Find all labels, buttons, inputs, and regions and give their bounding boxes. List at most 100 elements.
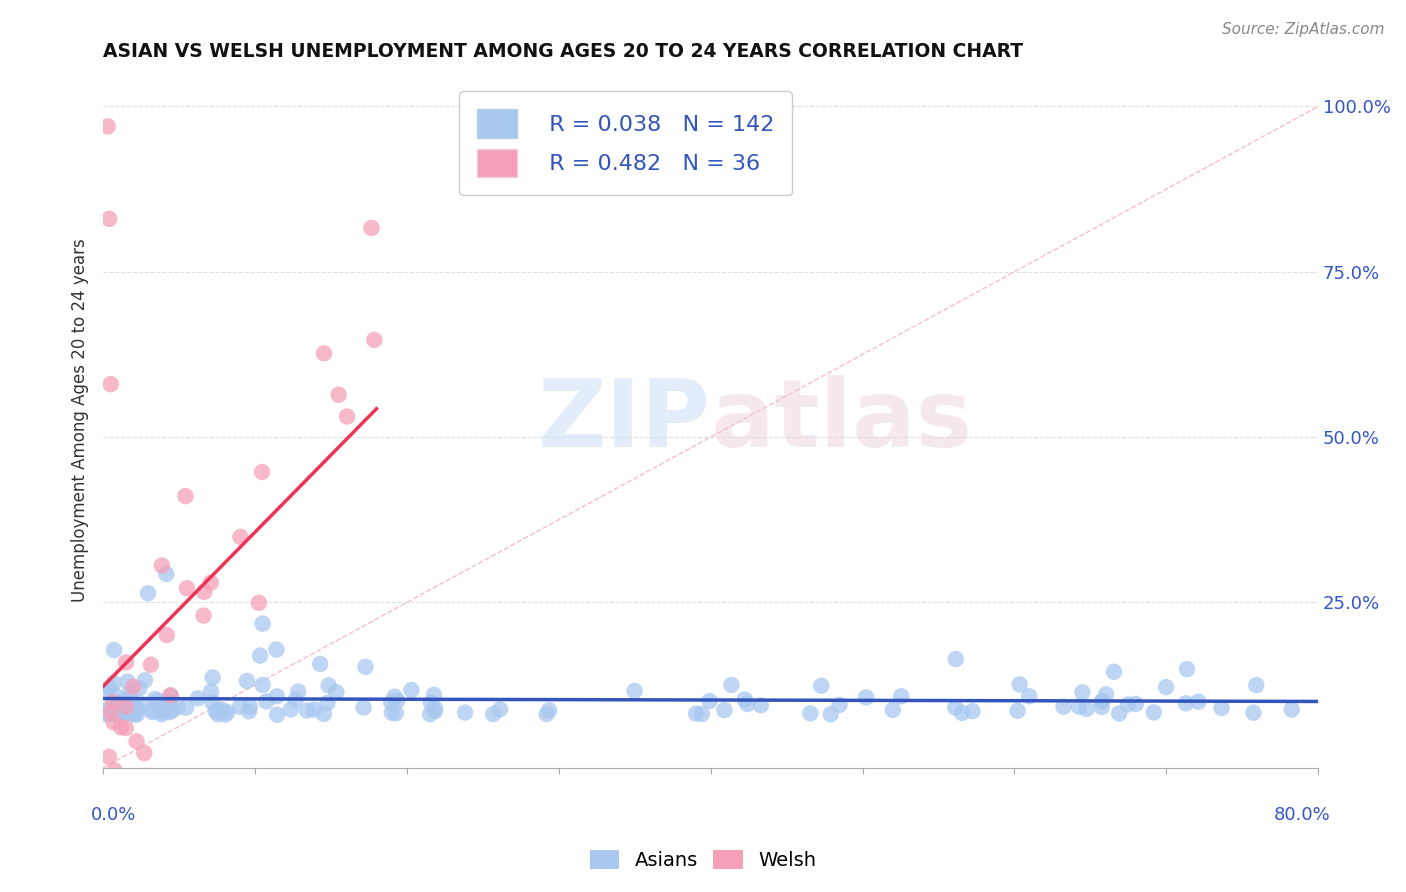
Point [103,676,125,690]
Point [423,704,446,718]
Point [1091,694,1114,708]
Point [159,705,181,719]
Point [207,707,229,722]
Text: ZIP: ZIP [537,375,710,467]
Point [1211,701,1233,715]
Point [214,707,236,722]
Point [734,692,756,706]
Point [1071,685,1094,699]
Point [336,409,359,424]
Point [187,691,209,706]
Point [1116,698,1139,712]
Point [1241,706,1264,720]
Point [1052,699,1074,714]
Text: ASIAN VS WELSH UNEMPLOYMENT AMONG AGES 20 TO 24 YEARS CORRELATION CHART: ASIAN VS WELSH UNEMPLOYMENT AMONG AGES 2… [103,42,1024,61]
Point [685,706,707,721]
Point [749,698,772,713]
Point [280,702,302,716]
Point [316,696,339,710]
Point [312,706,335,721]
Point [104,688,127,702]
Point [124,698,146,712]
Point [117,674,139,689]
Point [309,657,332,671]
Point [104,786,127,800]
Point [131,698,153,712]
Point [1154,680,1177,694]
Point [385,706,408,721]
Point [623,684,645,698]
Point [156,628,179,642]
Point [387,694,409,708]
Point [193,585,215,599]
Point [1008,677,1031,691]
Point [98,681,121,695]
Point [97,794,120,808]
Point [384,690,406,704]
Point [250,465,273,479]
Point [207,703,229,717]
Point [1018,690,1040,704]
Point [128,681,150,696]
Point [425,701,447,715]
Point [943,700,966,714]
Point [103,715,125,730]
Text: Source: ZipAtlas.com: Source: ZipAtlas.com [1222,22,1385,37]
Point [120,701,142,715]
Point [1095,688,1118,702]
Point [423,688,446,702]
Point [111,706,134,720]
Point [820,707,842,722]
Point [127,702,149,716]
Point [134,673,156,688]
Point [193,608,215,623]
Point [104,794,127,808]
Point [266,707,288,722]
Point [325,685,347,699]
Point [950,706,973,720]
Point [1143,706,1166,720]
Point [1091,695,1114,709]
Point [318,678,340,692]
Point [160,703,183,717]
Legend: Asians, Welsh: Asians, Welsh [582,842,824,878]
Point [1091,700,1114,714]
Point [150,558,173,573]
Point [229,699,252,714]
Point [828,698,851,712]
Point [122,680,145,694]
Point [122,701,145,715]
Point [159,688,181,702]
Point [174,700,197,714]
Point [98,211,121,226]
Point [312,346,335,360]
Point [1102,665,1125,679]
Point [1067,699,1090,714]
Text: atlas: atlas [710,375,972,467]
Point [238,704,260,718]
Point [1175,696,1198,710]
Point [211,703,233,717]
Point [98,749,121,764]
Point [141,705,163,719]
Point [122,707,145,722]
Point [105,771,128,785]
Point [136,586,159,600]
Point [353,700,375,714]
Point [713,703,735,717]
Point [107,703,129,717]
Point [352,770,374,784]
Point [155,567,177,582]
Point [536,706,558,721]
Point [103,643,125,657]
Point [139,657,162,672]
Point [100,788,122,802]
Point [100,706,122,720]
Point [380,696,402,710]
Point [115,699,138,714]
Point [150,705,173,719]
Point [537,703,560,717]
Point [252,678,274,692]
Point [855,690,877,705]
Point [120,690,142,705]
